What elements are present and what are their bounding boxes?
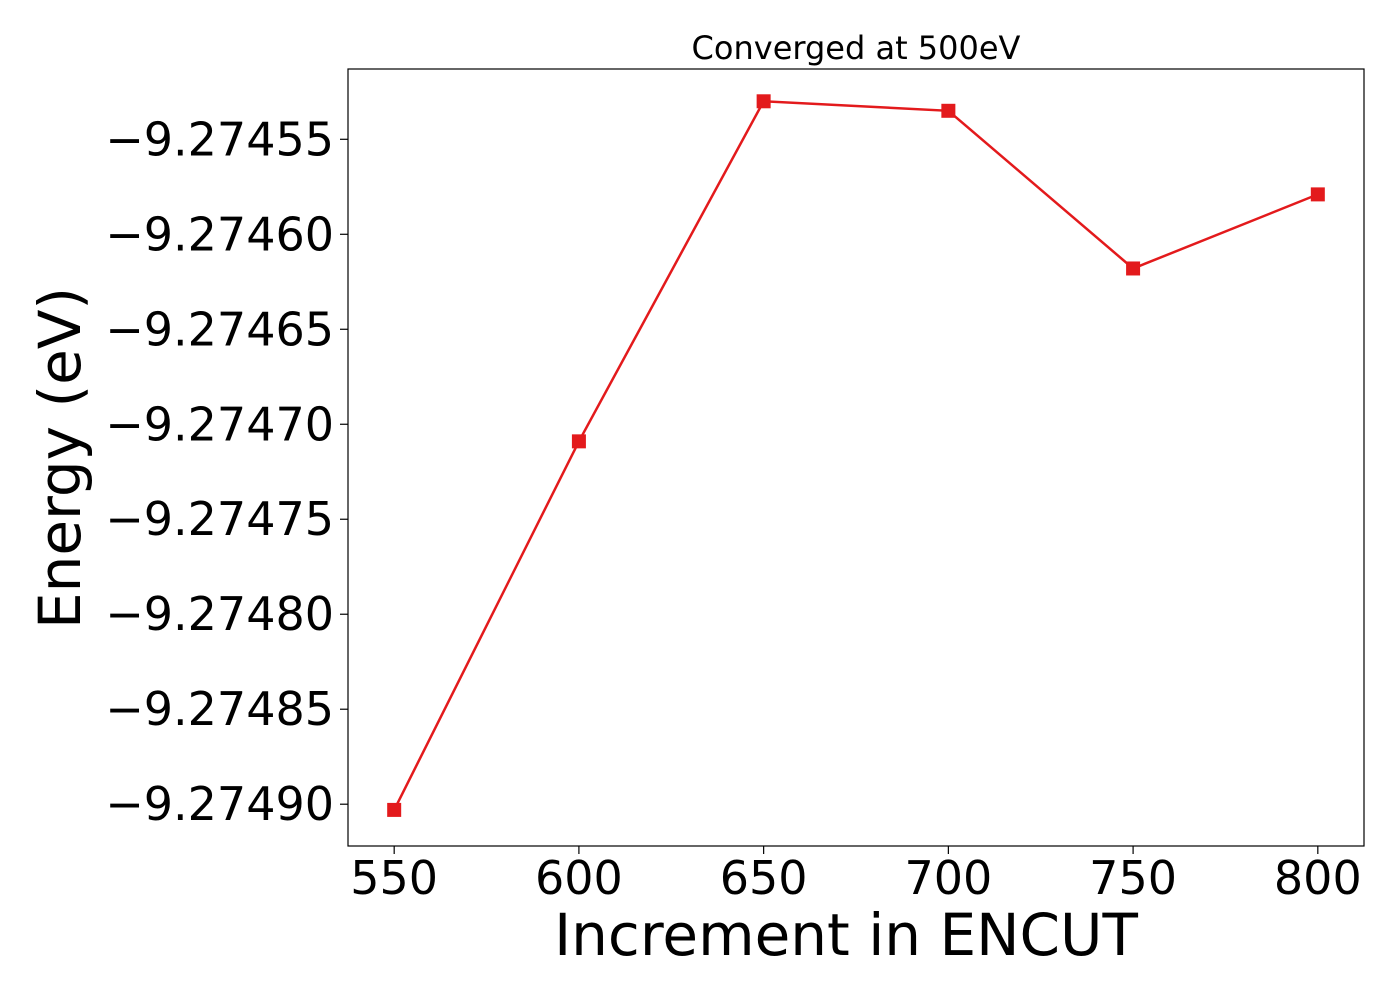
data-point [571, 434, 586, 449]
y-tick-label: −9.27485 [105, 682, 334, 736]
y-tick-label: −9.27460 [105, 207, 334, 261]
y-tick-label: −9.27465 [105, 302, 334, 356]
x-tick-label: 550 [350, 851, 438, 905]
y-tick-label: −9.27455 [105, 112, 334, 166]
x-tick-label: 650 [720, 851, 808, 905]
x-axis: 550 600 650 700 750 800 [350, 846, 1362, 905]
y-axis: −9.27455 −9.27460 −9.27465 −9.27470 −9.27475… [105, 112, 348, 831]
y-tick-label: −9.27490 [105, 777, 334, 831]
data-point [756, 94, 771, 109]
data-point [1126, 261, 1141, 276]
data-point [387, 802, 402, 817]
x-tick-label: 600 [535, 851, 623, 905]
x-tick-label: 750 [1089, 851, 1177, 905]
x-tick-label: 700 [904, 851, 992, 905]
x-axis-label: Increment in ENCUT [554, 901, 1138, 969]
chart-title: Converged at 500eV [692, 29, 1021, 67]
series-line [393, 100, 1319, 811]
y-axis-label: Energy (eV) [26, 287, 94, 629]
y-tick-label: −9.27475 [105, 492, 334, 546]
data-point [1310, 187, 1325, 202]
y-tick-label: −9.27470 [105, 397, 334, 451]
data-point [941, 103, 956, 118]
series-layer [387, 94, 1325, 817]
x-tick-label: 800 [1274, 851, 1362, 905]
plot-frame [347, 68, 1365, 847]
y-tick-label: −9.27480 [105, 587, 334, 641]
